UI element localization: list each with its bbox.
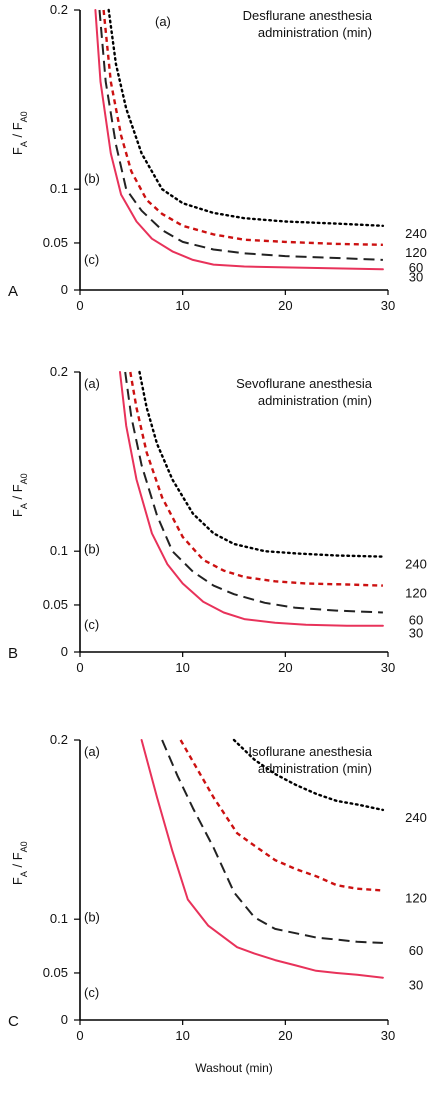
y-tick-label: 0.1 [50, 543, 68, 558]
series-label-30: 30 [409, 978, 423, 993]
y-tick-label: 0.05 [43, 597, 68, 612]
series-line-30 [119, 371, 384, 627]
panel-title-line: Desflurane anesthesia [243, 8, 373, 23]
series-line-240 [138, 370, 385, 558]
series-label-60: 60 [409, 943, 423, 958]
series-line-30 [94, 9, 384, 271]
series-label-240: 240 [405, 226, 427, 241]
x-axis-label: Washout (min) [195, 1061, 273, 1075]
y-tick-label: 0.05 [43, 965, 68, 980]
series-label-120: 120 [405, 891, 427, 906]
series-line-120 [179, 739, 383, 892]
y-tick-label: 0.1 [50, 911, 68, 926]
series-label-120: 120 [405, 586, 427, 601]
region-label: (b) [84, 909, 100, 924]
panel-title-line: administration (min) [258, 393, 372, 408]
series-line-60 [161, 739, 383, 944]
x-tick-label: 20 [278, 660, 292, 675]
x-tick-label: 30 [381, 1028, 395, 1043]
series-line-240 [232, 738, 385, 812]
series-label-60: 60 [409, 612, 423, 627]
y-axis-label: FA / FA0 [10, 841, 29, 885]
panel-title-line: Sevoflurane anesthesia [236, 376, 373, 391]
panel-letter: B [8, 645, 18, 662]
x-tick-label: 20 [278, 1028, 292, 1043]
series-line-120 [102, 9, 383, 246]
y-tick-label: 0.2 [50, 2, 68, 17]
x-tick-label: 0 [76, 660, 83, 675]
y-tick-label: 0 [61, 1012, 68, 1027]
region-label: (a) [84, 376, 100, 391]
region-label: (b) [84, 171, 100, 186]
y-tick-label: 0.05 [43, 235, 68, 250]
y-tick-label: 0.1 [50, 181, 68, 196]
panel-title-line: administration (min) [258, 25, 372, 40]
series-label-30: 30 [409, 269, 423, 284]
series-line-60 [124, 371, 383, 614]
series-line-240 [107, 8, 385, 227]
y-axis-label: FA / FA0 [10, 111, 29, 155]
y-tick-label: 0.2 [50, 364, 68, 379]
series-label-120: 120 [405, 245, 427, 260]
panel-title-line: administration (min) [258, 761, 372, 776]
x-tick-label: 20 [278, 298, 292, 313]
region-label: (a) [84, 744, 100, 759]
x-tick-label: 10 [175, 298, 189, 313]
region-label: (a) [155, 14, 171, 29]
region-label: (c) [84, 617, 99, 632]
panel-letter: A [8, 283, 18, 300]
panel-title-line: Isoflurane anesthesia [248, 744, 372, 759]
y-tick-label: 0 [61, 282, 68, 297]
x-tick-label: 10 [175, 1028, 189, 1043]
region-label: (c) [84, 252, 99, 267]
x-tick-label: 0 [76, 298, 83, 313]
region-label: (c) [84, 985, 99, 1000]
series-label-30: 30 [409, 626, 423, 641]
series-line-60 [98, 9, 383, 261]
x-tick-label: 30 [381, 298, 395, 313]
series-line-30 [140, 739, 384, 979]
y-axis-label: FA / FA0 [10, 473, 29, 517]
x-tick-label: 10 [175, 660, 189, 675]
series-label-240: 240 [405, 557, 427, 572]
series-label-60: 60 [409, 260, 423, 275]
y-tick-label: 0.2 [50, 732, 68, 747]
region-label: (b) [84, 541, 100, 556]
x-tick-label: 30 [381, 660, 395, 675]
chart-panel-c: 0 0.05 0.1 0.2 0 10 20 30 FA / FA0 240 120 60 30 (a) (… [8, 732, 427, 1075]
y-tick-label: 0 [61, 644, 68, 659]
x-tick-label: 0 [76, 1028, 83, 1043]
panel-letter: C [8, 1013, 19, 1030]
series-label-240: 240 [405, 810, 427, 825]
series-line-120 [129, 371, 383, 587]
